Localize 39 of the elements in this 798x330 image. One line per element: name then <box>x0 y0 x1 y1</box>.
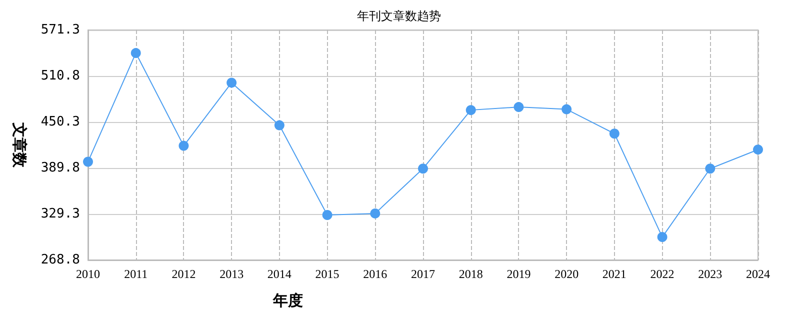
point <box>609 128 620 139</box>
point <box>705 164 716 174</box>
y-axis-title: 文章数 <box>10 122 28 168</box>
x-tick-label: 2020 <box>554 267 579 281</box>
point <box>274 120 284 130</box>
x-tick-label: 2021 <box>602 267 626 281</box>
point <box>753 144 763 155</box>
x-tick-label: 2012 <box>172 267 196 281</box>
y-tick-label: 571.3 <box>40 22 80 38</box>
x-tick-label: 2014 <box>267 267 292 281</box>
y-tick-label: 450.3 <box>40 114 80 130</box>
x-tick-label: 2015 <box>315 267 340 281</box>
y-tick-label: 389.8 <box>40 160 80 176</box>
point <box>562 104 572 114</box>
x-tick-label: 2018 <box>458 267 483 281</box>
x-tick-label: 2019 <box>506 267 531 281</box>
point <box>466 105 476 116</box>
point <box>83 156 93 167</box>
x-tick-label: 2011 <box>124 267 148 281</box>
chart-title: 年刊文章数趋势 <box>357 9 441 23</box>
point <box>130 48 141 58</box>
point <box>657 232 668 242</box>
y-tick-label: 510.8 <box>40 68 80 84</box>
x-tick-label: 2022 <box>650 267 674 281</box>
x-tick-label: 2024 <box>746 267 770 281</box>
y-tick-label: 268.8 <box>40 252 80 268</box>
point <box>178 140 189 151</box>
y-tick-label: 329.3 <box>40 206 80 222</box>
point <box>370 208 380 218</box>
x-axis-title: 年度 <box>272 292 303 310</box>
point <box>514 102 524 112</box>
x-tick-label: 2017 <box>411 267 435 281</box>
x-tick-label: 2013 <box>220 267 244 281</box>
x-tick-label: 2010 <box>76 267 100 281</box>
x-tick-label: 2023 <box>698 267 722 281</box>
x-tick-label: 2016 <box>363 267 388 281</box>
point <box>226 78 237 88</box>
point <box>418 164 428 174</box>
point <box>322 210 332 220</box>
